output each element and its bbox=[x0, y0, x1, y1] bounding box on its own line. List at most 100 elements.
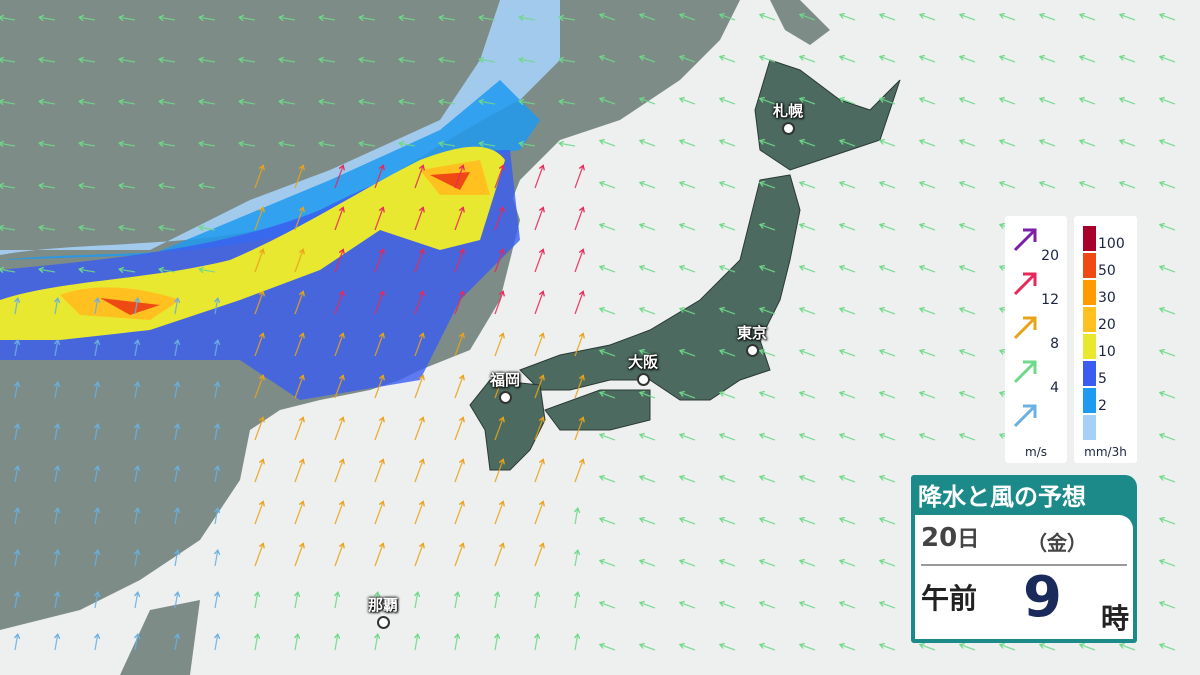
wind-arrow-head bbox=[238, 98, 245, 106]
wind-arrow-head bbox=[298, 458, 305, 465]
wind-arrow-head bbox=[13, 465, 21, 472]
wind-arrow-head bbox=[338, 206, 345, 213]
wind-arrow bbox=[94, 466, 99, 483]
wind-arrow-head bbox=[53, 297, 61, 304]
wind-arrow bbox=[374, 165, 384, 189]
wind-arrow-head bbox=[298, 248, 305, 255]
wind-arrow-head bbox=[478, 56, 485, 64]
wind-arrow-head bbox=[678, 348, 685, 355]
wind-arrow-head bbox=[13, 549, 21, 556]
wind-arrow bbox=[879, 139, 896, 147]
wind-arrow bbox=[214, 340, 219, 357]
wind-arrow-head bbox=[518, 56, 525, 64]
wind-arrow bbox=[839, 307, 856, 315]
wind-arrow-head bbox=[413, 591, 421, 598]
wind-arrow-head bbox=[758, 180, 765, 187]
wind-arrow bbox=[439, 58, 456, 63]
wind-arrow-head bbox=[838, 306, 845, 313]
wind-arrow-head bbox=[418, 542, 425, 549]
wind-arrow bbox=[374, 291, 384, 315]
wind-arrow bbox=[214, 298, 219, 315]
wind-arrow-head bbox=[358, 98, 365, 106]
wind-arrow bbox=[839, 55, 856, 63]
wind-arrow bbox=[574, 165, 584, 189]
wind-arrow-head bbox=[878, 180, 885, 187]
wind-arrow bbox=[214, 592, 219, 609]
wind-arrow-head bbox=[678, 516, 685, 523]
wind-arrow bbox=[414, 459, 424, 483]
wind-arrow bbox=[719, 181, 736, 189]
wind-arrow bbox=[599, 643, 616, 651]
wind-arrow bbox=[454, 459, 464, 483]
wind-arrow bbox=[454, 333, 464, 357]
wind-arrow-head bbox=[538, 164, 545, 171]
wind-arrow bbox=[159, 58, 176, 63]
wind-arrow bbox=[254, 417, 264, 441]
wind-arrow-head bbox=[133, 633, 141, 640]
wind-arrow-head bbox=[278, 56, 285, 64]
wind-arrow-head bbox=[538, 206, 545, 213]
wind-arrow bbox=[799, 97, 816, 105]
wind-arrow bbox=[959, 97, 976, 105]
wind-arrow-head bbox=[158, 98, 165, 106]
wind-arrow-head bbox=[278, 14, 285, 22]
wind-arrow bbox=[1039, 139, 1056, 147]
wind-arrow bbox=[839, 391, 856, 399]
wind-arrow-head bbox=[718, 54, 725, 61]
wind-arrow-head bbox=[918, 642, 925, 649]
wind-arrow-head bbox=[398, 140, 405, 148]
wind-arrow bbox=[679, 13, 696, 21]
wind-arrow-head bbox=[213, 465, 221, 472]
wind-arrow bbox=[719, 559, 736, 567]
wind-arrow bbox=[639, 349, 656, 357]
wind-arrow bbox=[639, 307, 656, 315]
wind-arrow bbox=[199, 58, 216, 63]
wind-arrow-head bbox=[1158, 474, 1165, 481]
wind-arrow-head bbox=[38, 266, 45, 274]
wind-arrow bbox=[839, 223, 856, 231]
wind-arrow bbox=[0, 58, 16, 63]
wind-arrow bbox=[879, 433, 896, 441]
wind-arrow bbox=[574, 333, 584, 357]
wind-arrow bbox=[1119, 181, 1136, 189]
wind-arrow-head bbox=[578, 248, 585, 255]
wind-arrow bbox=[454, 165, 464, 189]
wind-arrow-head bbox=[1118, 180, 1125, 187]
wind-arrow-head bbox=[758, 642, 765, 649]
wind-arrow-head bbox=[378, 542, 385, 549]
wind-legend-value: 12 bbox=[1041, 292, 1059, 308]
wind-arrow bbox=[719, 391, 736, 399]
wind-arrow-head bbox=[158, 14, 165, 22]
wind-arrow bbox=[1159, 223, 1176, 231]
wind-arrow-head bbox=[958, 264, 965, 271]
wind-arrow-head bbox=[598, 642, 605, 649]
wind-arrow bbox=[679, 181, 696, 189]
wind-arrow bbox=[839, 601, 856, 609]
wind-arrow-head bbox=[378, 332, 385, 339]
wind-arrow-head bbox=[1038, 54, 1045, 61]
wind-arrow-head bbox=[498, 458, 505, 465]
wind-arrow-head bbox=[378, 164, 385, 171]
wind-arrow-head bbox=[998, 96, 1005, 103]
wind-arrow bbox=[1159, 517, 1176, 525]
wind-arrow bbox=[294, 459, 304, 483]
wind-arrow bbox=[94, 340, 99, 357]
wind-arrow bbox=[574, 459, 584, 483]
wind-arrow bbox=[639, 475, 656, 483]
wind-arrow-head bbox=[598, 474, 605, 481]
wind-arrow bbox=[719, 223, 736, 231]
precipitation-legend-value: 100 bbox=[1098, 236, 1125, 252]
wind-arrow-head bbox=[798, 516, 805, 523]
wind-arrow-head bbox=[458, 500, 465, 507]
city-label: 東京 bbox=[736, 324, 768, 342]
wind-arrow bbox=[399, 16, 416, 21]
wind-arrow-head bbox=[573, 507, 581, 514]
wind-arrow bbox=[599, 265, 616, 273]
wind-arrow-head bbox=[398, 98, 405, 106]
wind-arrow-head bbox=[958, 642, 965, 649]
wind-arrow bbox=[0, 100, 16, 105]
wind-arrow-head bbox=[918, 348, 925, 355]
wind-arrow-head bbox=[578, 164, 585, 171]
wind-arrow-head bbox=[418, 206, 425, 213]
